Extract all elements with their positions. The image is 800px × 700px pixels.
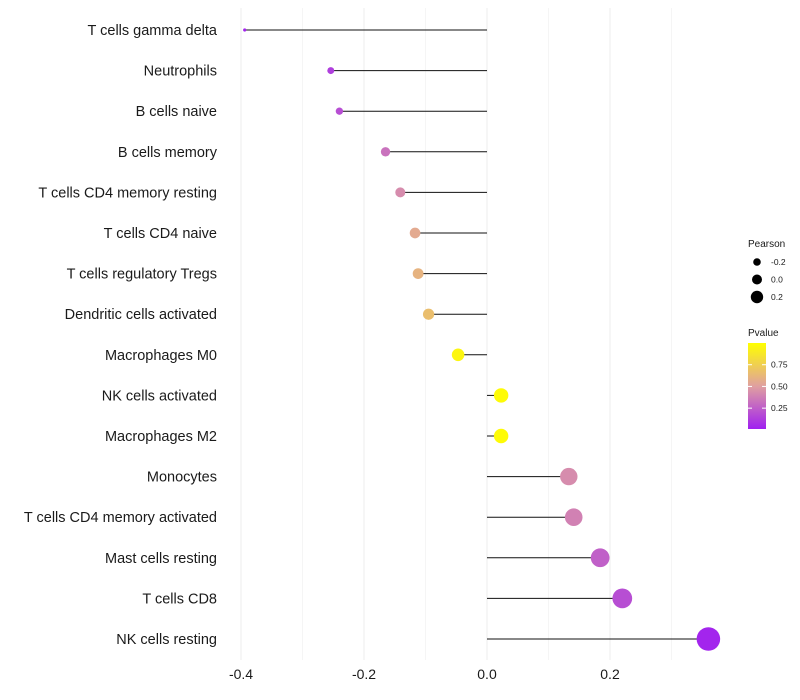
size-legend-label: -0.2 [771,257,786,267]
point-0 [243,28,247,32]
x-tick-label: -0.4 [229,666,253,682]
point-5 [409,227,421,239]
category-labels: T cells gamma delta Neutrophils B cells na… [24,23,218,648]
category-label: Mast cells resting [105,551,217,567]
category-label: Macrophages M2 [105,429,217,445]
point-12 [564,508,583,526]
point-7 [422,308,435,320]
point-2 [335,107,344,115]
color-legend-label: 0.75 [771,360,788,370]
point-3 [380,147,391,157]
size-legend-label: 0.2 [771,292,783,302]
point-9 [493,388,509,403]
color-legend-ticks: 0.75 0.50 0.25 [748,360,788,413]
lollipop-points [243,28,721,651]
category-label: T cells CD4 naive [104,226,217,242]
point-10 [493,428,509,444]
category-label: NK cells activated [102,388,217,404]
size-legend-label: 0.0 [771,275,783,285]
category-label: T cells CD4 memory resting [38,185,217,201]
point-8 [451,348,465,362]
size-legend-title: Pearson [748,239,785,250]
x-axis-ticks: -0.4 -0.2 0.0 0.2 [229,666,620,682]
pvalue-colorbar [748,343,766,429]
point-13 [590,548,610,568]
x-tick-label: -0.2 [352,666,376,682]
point-11 [560,467,578,486]
color-legend-title: Pvalue [748,328,779,339]
point-6 [412,268,424,279]
point-1 [327,67,335,75]
category-label: T cells gamma delta [88,23,218,39]
size-legend-dot [750,290,764,304]
category-label: Monocytes [147,470,217,486]
grid-lines [240,8,672,660]
category-label: T cells CD8 [142,591,217,607]
point-14 [612,588,633,609]
category-label: Dendritic cells activated [65,307,217,323]
category-label: Neutrophils [144,64,217,80]
category-label: Macrophages M0 [105,348,217,364]
category-label: B cells naive [136,104,217,120]
size-legend-dot [753,258,761,266]
category-label: T cells regulatory Tregs [67,267,217,283]
category-label: B cells memory [118,145,218,161]
x-tick-label: 0.2 [600,666,620,682]
x-tick-label: 0.0 [477,666,497,682]
point-4 [395,187,406,198]
category-label: T cells CD4 memory activated [24,510,217,526]
lollipop-stems [244,29,709,640]
color-legend-label: 0.50 [771,381,788,391]
legend: Pearson -0.2 0.0 0.2 Pvalue 0.75 0.50 0.25 [748,239,788,429]
category-label: NK cells resting [116,632,217,648]
point-15 [696,627,721,651]
color-legend-label: 0.25 [771,403,788,413]
size-legend-items: -0.2 0.0 0.2 [750,257,786,304]
size-legend-dot [752,274,762,285]
